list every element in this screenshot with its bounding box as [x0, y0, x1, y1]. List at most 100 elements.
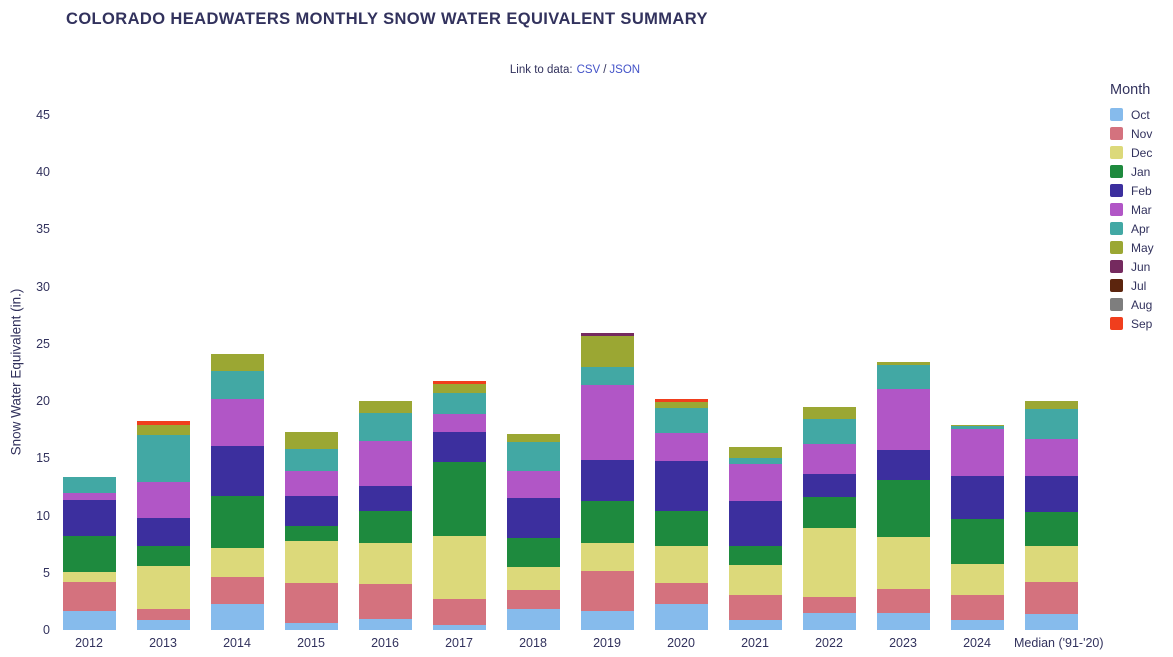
bar-stack [432, 380, 486, 630]
legend-item: Aug [1110, 295, 1172, 314]
x-axis-tick-label: 2016 [371, 636, 399, 650]
legend-label: Jan [1131, 164, 1151, 179]
bar-segment [802, 474, 856, 498]
bar-segment [358, 584, 412, 619]
bar-segment [802, 596, 856, 613]
bar-segment [1024, 512, 1078, 547]
bar-segment [210, 445, 264, 497]
bar-segment [802, 612, 856, 630]
data-links-line: Link to data: CSV / JSON [0, 64, 1150, 76]
bar-segment [1024, 438, 1078, 476]
bar-segment [580, 459, 634, 501]
bar-segment [358, 401, 412, 413]
bar-segment [62, 499, 116, 537]
bar-segment [210, 547, 264, 578]
bar-segment [950, 425, 1004, 427]
bar-stack [210, 354, 264, 630]
bar-segment [654, 402, 708, 409]
bar-segment [210, 603, 264, 630]
bar-segment [580, 500, 634, 544]
legend: Month Oct Nov Dec Jan Feb Mar Apr May Jun Jul Aug S… [1110, 82, 1172, 333]
bar-segment [136, 565, 190, 610]
legend-swatch [1110, 108, 1123, 121]
bar-segment [136, 482, 190, 518]
bar-segment [728, 464, 782, 501]
y-axis-tick-label: 15 [36, 451, 50, 466]
legend-item: Feb [1110, 181, 1172, 200]
legend-title: Month [1110, 82, 1151, 98]
x-axis-tick-label: Median ('91-'20) [1014, 636, 1104, 650]
x-axis-tick-label: 2017 [445, 636, 473, 650]
bar-segment [876, 480, 930, 538]
bar-segment [1024, 581, 1078, 614]
bar-segment [210, 577, 264, 604]
legend-items: Oct Nov Dec Jan Feb Mar Apr May Jun Jul Aug Sep [1110, 105, 1172, 333]
legend-label: Sep [1131, 316, 1153, 331]
bar-segment [136, 425, 190, 436]
bar-segment [358, 485, 412, 512]
bar-segment [136, 619, 190, 630]
bar-segment [802, 528, 856, 597]
x-axis-tick-label: 2020 [667, 636, 695, 650]
bar-stack [802, 406, 856, 630]
bar-stack [580, 332, 634, 630]
bar-segment [506, 609, 560, 630]
links-separator: / [603, 64, 607, 76]
y-axis-tick-label: 30 [36, 279, 50, 294]
bar-segment [728, 594, 782, 620]
bar-segment [506, 589, 560, 610]
bar-segment [358, 618, 412, 630]
bar-segment [802, 406, 856, 420]
bar-segment [950, 619, 1004, 630]
legend-item: Mar [1110, 200, 1172, 219]
bar-segment [802, 497, 856, 529]
bar-segment [358, 441, 412, 486]
legend-swatch [1110, 203, 1123, 216]
legend-item: Nov [1110, 124, 1172, 143]
bar-segment [506, 567, 560, 590]
legend-swatch [1110, 260, 1123, 273]
data-links-prefix: Link to data: [509, 64, 573, 76]
legend-swatch [1110, 127, 1123, 140]
bar-segment [432, 393, 486, 414]
y-axis-tick-label: 20 [36, 394, 50, 409]
x-axis-tick-label: 2019 [593, 636, 621, 650]
legend-label: Apr [1131, 221, 1150, 236]
bar-segment [876, 362, 930, 365]
bar-stack [62, 476, 116, 630]
bar-segment [728, 564, 782, 595]
bar-segment [432, 384, 486, 394]
bar-segment [950, 519, 1004, 564]
csv-link[interactable]: CSV [576, 64, 601, 76]
legend-label: Feb [1131, 183, 1152, 198]
bar-segment [876, 612, 930, 630]
legend-item: Sep [1110, 314, 1172, 333]
x-axis-tick-label: 2023 [889, 636, 917, 650]
bar-stack [358, 401, 412, 630]
legend-item: Jun [1110, 257, 1172, 276]
bar-segment [210, 398, 264, 446]
bar-segment [210, 371, 264, 399]
legend-label: Jun [1131, 259, 1151, 274]
legend-label: Jul [1131, 278, 1147, 293]
legend-item: Jan [1110, 162, 1172, 181]
legend-swatch [1110, 241, 1123, 254]
bar-segment [1024, 475, 1078, 513]
legend-swatch [1110, 184, 1123, 197]
bar-segment [654, 460, 708, 512]
json-link[interactable]: JSON [609, 64, 641, 76]
bar-stack [136, 420, 190, 630]
bar-stack [506, 434, 560, 630]
legend-item: Oct [1110, 105, 1172, 124]
bar-segment [950, 426, 1004, 429]
bar-segment [580, 385, 634, 460]
bar-segment [136, 546, 190, 566]
y-axis-title: Snow Water Equivalent (in.) [8, 288, 24, 456]
bar-stack [1024, 401, 1078, 630]
bar-stack [654, 398, 708, 630]
bar-segment [284, 496, 338, 526]
legend-label: Oct [1131, 107, 1150, 122]
bar-segment [284, 525, 338, 541]
bar-segment [1024, 546, 1078, 582]
